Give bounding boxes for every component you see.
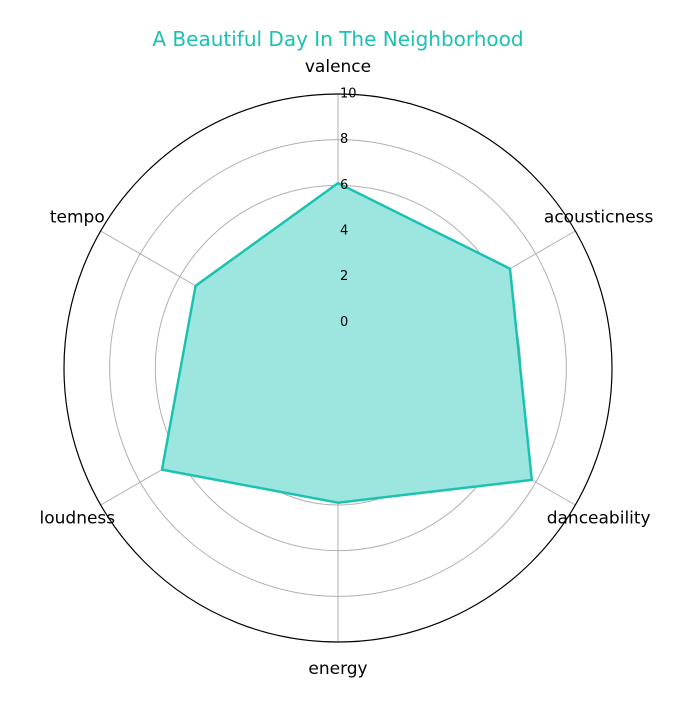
radial-tick-labels: 0 2 4 6 8 10 <box>340 87 357 330</box>
chart-title: A Beautiful Day In The Neighborhood <box>152 27 523 51</box>
axis-label-danceability: danceability <box>547 509 651 529</box>
outer-boundary <box>63 93 613 643</box>
tick-label-2: 2 <box>340 269 348 284</box>
radar-series <box>160 181 534 504</box>
tick-label-6: 6 <box>340 178 348 193</box>
axis-label-loudness: loudness <box>40 509 116 529</box>
tick-label-8: 8 <box>340 132 348 147</box>
axis-label-energy: energy <box>308 659 367 679</box>
axis-label-valence: valence <box>305 57 371 77</box>
grid-ring-8 <box>109 139 567 597</box>
axis-label-tempo: tempo <box>50 208 105 228</box>
tick-label-4: 4 <box>340 224 348 239</box>
tick-label-10: 10 <box>340 87 357 102</box>
axis-labels: valence acousticness danceability energy lou… <box>40 57 654 679</box>
tick-label-0: 0 <box>340 315 348 330</box>
series-fill <box>162 183 532 503</box>
axis-label-acousticness: acousticness <box>544 208 654 228</box>
